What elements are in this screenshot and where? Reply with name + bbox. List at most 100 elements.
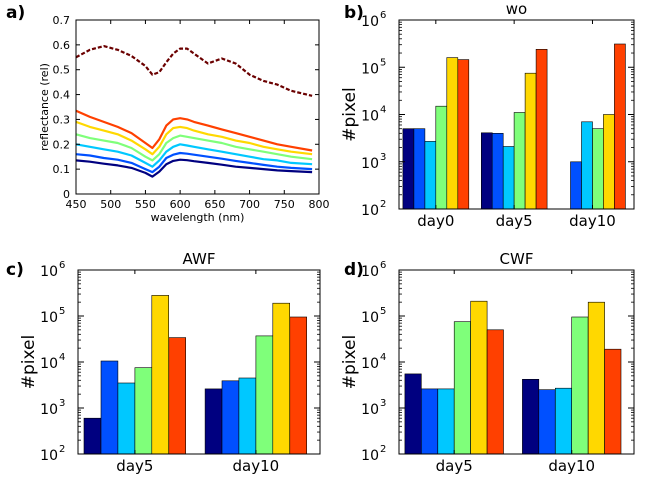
panel-b-y-tick-base: 10 [361,109,379,125]
panel-d-y-tick-base: 10 [361,402,379,418]
panel-c-x-tick-label: day10 [233,457,280,475]
panel-a-y-tick-label: 0.2 [53,138,71,151]
panel-d-bar [453,321,471,455]
panel-a-x-tick-label: 500 [100,198,121,211]
panel-b-bar [570,161,582,210]
panel-c-bar [134,367,153,455]
panel-c-y-tick-base: 10 [40,356,58,372]
panel-c-bar [151,295,170,455]
panel-a-axes-frame [75,19,320,195]
panel-c-y-tick-exponent: 4 [59,352,65,363]
panel-b-bar [480,132,493,210]
panel-b-y-tick-exponent: 4 [380,105,386,116]
panel-a-series-line-0 [75,45,313,97]
panel-a-y-tick-label: 0.5 [53,64,71,77]
panel-b-bar [603,114,615,210]
panel-c-y-tick-base: 10 [40,402,58,418]
panel-b-label: b) [344,3,364,23]
panel-d-title: CWF [500,250,534,268]
panel-d-bar [486,329,504,455]
panel-a-y-tick-label: 0.4 [53,89,71,102]
panel-d-y-tick-base: 10 [361,356,379,372]
panel-c-bar [168,337,187,455]
panel-a-series-line-1 [75,109,313,152]
panel-d-bar [404,373,422,455]
panel-c-bar [238,377,257,455]
panel-b-x-tick-label: day5 [496,212,533,230]
panel-a-series-line-5 [75,151,313,174]
panel-b-bar [446,57,459,210]
panel-b-bar [457,59,470,210]
panel-d-bar [437,388,455,455]
panel-b-bar [402,128,415,210]
panel-b-y-tick-base: 10 [361,61,379,77]
panel-b-bar [581,121,593,210]
panel-c-y-tick-base: 10 [40,448,58,464]
panel-b-bar [524,72,537,210]
panel-d-bar [604,348,622,455]
panel-c-y-axis-label: #pixel [19,335,39,389]
panel-a-label: a) [6,3,25,23]
panel-b-title: wo [506,0,527,18]
panel-c-bar [83,417,102,455]
panel-b-bar [535,48,548,210]
panel-b-x-tick-label: day10 [569,212,616,230]
panel-c-bar [255,335,274,455]
panel-c-bar [117,382,136,455]
panel-d-bar [538,389,556,455]
panel-a-y-tick-label: 0 [63,188,70,201]
panel-a-y-tick-label: 0.1 [53,163,71,176]
panel-b-y-tick-exponent: 2 [380,199,386,210]
panel-a-series-line-3 [75,133,313,162]
panel-b-bar [513,112,526,210]
panel-a-y-tick-label: 0.6 [53,39,71,52]
panel-b-bar [614,43,626,210]
panel-c-y-tick-base: 10 [40,264,58,280]
panel-b-bar [502,146,515,210]
panel-a-series-line-2 [75,120,313,156]
panel-b-bar [592,128,604,210]
panel-b-y-tick-base: 10 [361,14,379,30]
panel-b-y-axis-label: #pixel [340,87,360,141]
panel-b-bar [435,105,448,210]
panel-b-bar [424,141,437,210]
panel-d-y-tick-exponent: 5 [380,306,386,317]
panel-d-y-tick-base: 10 [361,264,379,280]
panel-d-y-tick-exponent: 4 [380,352,386,363]
panel-d-x-tick-label: day10 [548,457,595,475]
panel-c-y-tick-exponent: 3 [59,398,65,409]
panel-b-y-tick-base: 10 [361,156,379,172]
panel-d-bar [587,301,605,455]
panel-a-series-line-6 [75,158,313,178]
panel-b-bar [413,128,426,210]
panel-a-x-tick-label: 600 [170,198,191,211]
panel-c-y-tick-exponent: 2 [59,444,65,455]
panel-d-bar [554,387,572,455]
panel-a-y-axis-label: reflectance (rel) [38,63,51,151]
panel-d-label: d) [344,260,364,280]
panel-c-bar [100,360,119,455]
panel-b-y-tick-base: 10 [361,203,379,219]
panel-a-x-tick-label: 550 [135,198,156,211]
panel-d-x-tick-label: day5 [436,457,473,475]
panel-d-y-tick-base: 10 [361,310,379,326]
panel-c-y-tick-exponent: 5 [59,306,65,317]
panel-d-y-tick-exponent: 3 [380,398,386,409]
panel-a-x-axis-label: wavelength (nm) [151,211,245,224]
panel-d-y-tick-exponent: 2 [380,444,386,455]
panel-a-x-tick-label: 750 [274,198,295,211]
panel-a-x-tick-label: 800 [309,198,330,211]
panel-a-series-line-4 [75,143,313,168]
panel-c-y-tick-base: 10 [40,310,58,326]
panel-a-y-tick-label: 0.3 [53,113,71,126]
panel-c-bar [272,302,290,455]
panel-c-bar [289,316,307,455]
panel-b-y-tick-exponent: 6 [380,10,386,21]
panel-a-x-tick-label: 450 [66,198,87,211]
panel-d-bar [420,388,438,455]
panel-b-y-tick-exponent: 3 [380,152,386,163]
